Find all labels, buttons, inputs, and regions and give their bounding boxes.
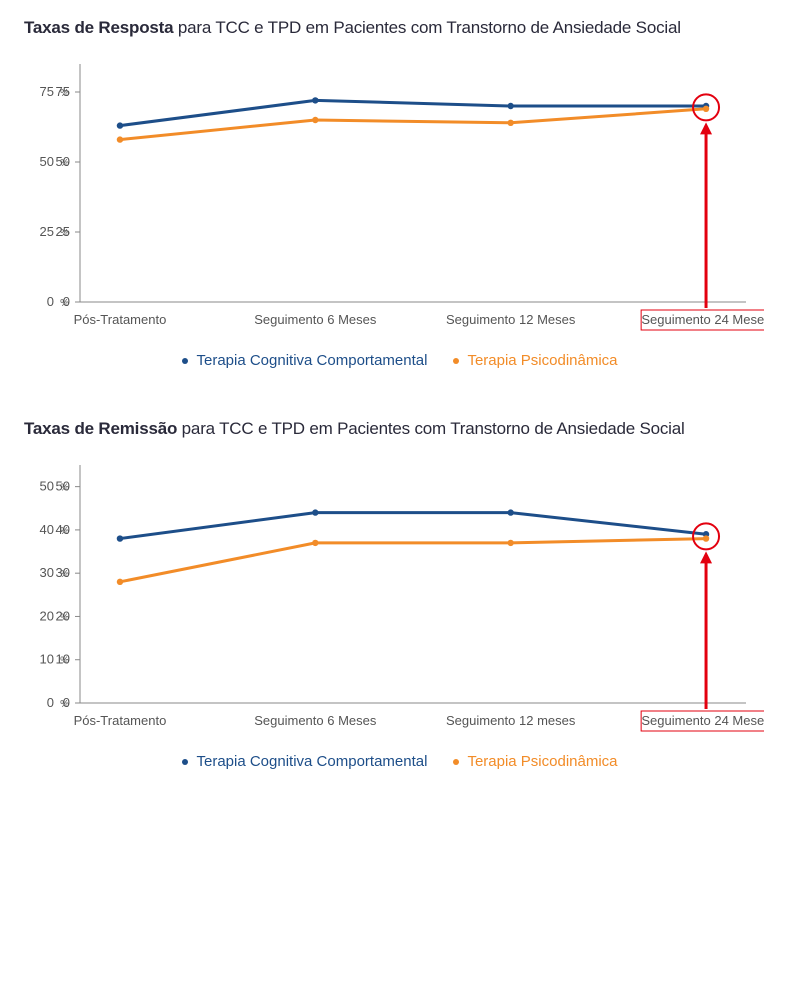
plot-area: 02550750%25%50%75%Pós-TratamentoSeguimen… (24, 54, 776, 334)
legend-label: Terapia Cognitiva Comportamental (196, 753, 427, 770)
chart-title-bold: Taxas de Resposta (24, 18, 173, 37)
legend-item: Terapia Psicodinâmica (453, 753, 617, 770)
x-tick-label: Seguimento 12 Meses (446, 312, 576, 327)
x-tick-label: Seguimento 24 Meses (641, 312, 764, 327)
svg-text:20: 20 (40, 608, 54, 623)
chart-svg: 010203040500%10%20%30%40%50%Pós-Tratamen… (24, 455, 764, 735)
series-marker (312, 540, 318, 546)
chart-block: Taxas de Remissão para TCC e TPD em Paci… (24, 419, 776, 770)
svg-text:30: 30 (40, 565, 54, 580)
series-marker (312, 509, 318, 515)
series-line (120, 513, 706, 539)
svg-text:%: % (60, 569, 69, 580)
legend-label: Terapia Psicodinâmica (467, 352, 617, 369)
svg-text:%: % (60, 656, 69, 667)
legend-dot (182, 759, 188, 765)
svg-text:%: % (60, 526, 69, 537)
svg-text:25: 25 (40, 224, 54, 239)
chart-title-bold: Taxas de Remissão (24, 419, 177, 438)
legend-item: Terapia Cognitiva Comportamental (182, 352, 427, 369)
series-line (120, 539, 706, 582)
x-tick-label: Seguimento 6 Meses (254, 713, 377, 728)
series-marker (703, 106, 709, 112)
highlight-arrow-head (700, 122, 712, 134)
chart-title: Taxas de Resposta para TCC e TPD em Paci… (24, 18, 776, 38)
legend-label: Terapia Cognitiva Comportamental (196, 352, 427, 369)
svg-text:%: % (60, 699, 69, 710)
x-tick-label: Pós-Tratamento (74, 713, 167, 728)
svg-text:40: 40 (40, 522, 54, 537)
series-marker (117, 136, 123, 142)
series-marker (507, 540, 513, 546)
svg-text:75: 75 (40, 84, 54, 99)
svg-text:%: % (60, 228, 69, 239)
legend-dot (453, 358, 459, 364)
series-marker (507, 509, 513, 515)
svg-text:10: 10 (40, 652, 54, 667)
series-marker (312, 117, 318, 123)
series-marker (703, 535, 709, 541)
chart-title: Taxas de Remissão para TCC e TPD em Paci… (24, 419, 776, 439)
series-marker (117, 122, 123, 128)
svg-text:%: % (60, 158, 69, 169)
chart-block: Taxas de Resposta para TCC e TPD em Paci… (24, 18, 776, 369)
series-marker (507, 103, 513, 109)
x-tick-label: Seguimento 6 Meses (254, 312, 377, 327)
legend-label: Terapia Psicodinâmica (467, 753, 617, 770)
series-marker (117, 535, 123, 541)
svg-text:%: % (60, 483, 69, 494)
chart-title-rest: para TCC e TPD em Pacientes com Transtor… (173, 18, 680, 37)
svg-text:0: 0 (47, 695, 54, 710)
series-marker (507, 120, 513, 126)
svg-text:%: % (60, 612, 69, 623)
legend-item: Terapia Psicodinâmica (453, 352, 617, 369)
legend-item: Terapia Cognitiva Comportamental (182, 753, 427, 770)
svg-text:50: 50 (40, 154, 54, 169)
svg-text:%: % (60, 88, 69, 99)
chart-title-rest: para TCC e TPD em Pacientes com Transtor… (177, 419, 684, 438)
legend-dot (182, 358, 188, 364)
x-tick-label: Pós-Tratamento (74, 312, 167, 327)
legend: Terapia Cognitiva Comportamental Terapia… (24, 352, 776, 369)
legend: Terapia Cognitiva Comportamental Terapia… (24, 753, 776, 770)
plot-area: 010203040500%10%20%30%40%50%Pós-Tratamen… (24, 455, 776, 735)
x-tick-label: Seguimento 24 Meses (641, 713, 764, 728)
svg-text:0: 0 (47, 294, 54, 309)
chart-svg: 02550750%25%50%75%Pós-TratamentoSeguimen… (24, 54, 764, 334)
svg-text:%: % (60, 298, 69, 309)
x-tick-label: Seguimento 12 meses (446, 713, 576, 728)
series-marker (117, 579, 123, 585)
legend-dot (453, 759, 459, 765)
highlight-arrow-head (700, 551, 712, 563)
series-marker (312, 97, 318, 103)
svg-text:50: 50 (40, 479, 54, 494)
